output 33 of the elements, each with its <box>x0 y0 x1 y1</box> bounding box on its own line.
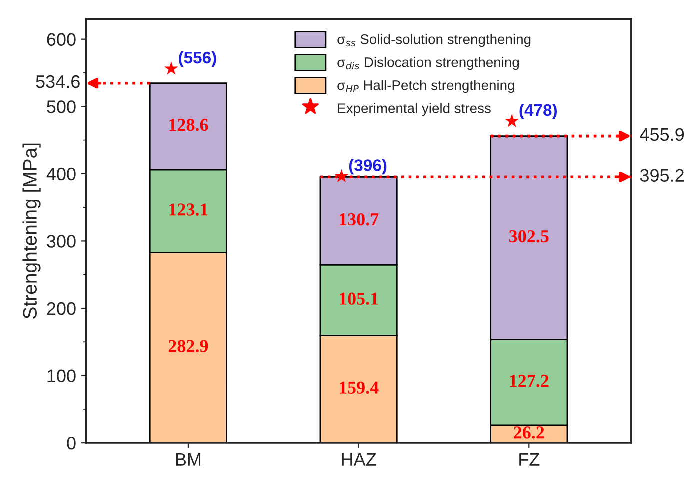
data-label: (396) <box>349 159 387 175</box>
x-tick-label: BM <box>176 453 201 466</box>
ref-line-label: 455.9 <box>640 128 684 142</box>
data-label: 127.2 <box>510 375 549 388</box>
legend-label: Experimental yield stress <box>338 103 491 116</box>
ref-line-label: 534.6 <box>36 75 80 88</box>
data-label: (478) <box>520 104 557 120</box>
legend-label: σ$_{ss}$ Solid-solution strengthening <box>338 34 531 48</box>
y-tick-label: 100 <box>48 370 76 383</box>
data-label: (556) <box>179 51 216 67</box>
point <box>505 114 520 128</box>
legend-label: σ$_{HP}$ Hall-Petch strengthening <box>338 80 514 94</box>
legend-label: σ$_{dis}$ Dislocation strengthening <box>338 57 519 70</box>
y-tick-label: 500 <box>47 100 76 114</box>
point <box>334 169 349 183</box>
data-label: 123.1 <box>170 204 208 216</box>
y-tick-label: 400 <box>46 168 76 181</box>
y-tick-label: 200 <box>47 302 76 316</box>
point <box>164 62 178 75</box>
ref-line-label: 395.2 <box>640 169 684 182</box>
x-tick-label: HAZ <box>342 453 376 466</box>
y-axis-title: Strenghtening [MPa] <box>22 144 41 319</box>
data-label: 128.6 <box>170 118 208 132</box>
data-label: 282.9 <box>168 340 208 352</box>
data-label: 130.7 <box>340 213 379 226</box>
data-label: 159.4 <box>340 382 379 394</box>
data-label: 105.1 <box>340 292 378 306</box>
y-tick-label: 300 <box>47 235 76 248</box>
data-label: 302.5 <box>510 230 549 243</box>
y-tick-label: 0 <box>67 437 76 450</box>
y-tick-label: 600 <box>47 33 76 46</box>
data-label: 26.2 <box>514 426 544 439</box>
x-tick-label: FZ <box>520 453 540 466</box>
